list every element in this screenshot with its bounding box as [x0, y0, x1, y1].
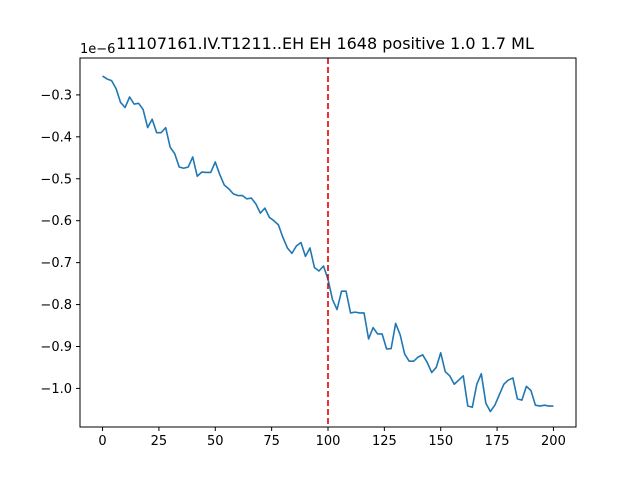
- y-tick-label: −1.0: [40, 382, 72, 397]
- y-offset-label: 1e−6: [80, 42, 115, 57]
- x-tick-label: 75: [263, 434, 280, 449]
- x-tick-label: 100: [316, 434, 341, 449]
- x-tick-label: 175: [485, 434, 510, 449]
- y-tick-label: −0.6: [40, 214, 72, 229]
- chart-title: 11107161.IV.T1211..EH EH 1648 positive 1…: [116, 34, 534, 53]
- y-tick-label: −0.8: [40, 298, 72, 313]
- y-tick-label: −0.5: [40, 172, 72, 187]
- x-tick-label: 125: [372, 434, 397, 449]
- x-tick-label: 200: [541, 434, 566, 449]
- y-tick-label: −0.7: [40, 256, 72, 271]
- x-tick-label: 25: [151, 434, 168, 449]
- x-tick-label: 0: [98, 434, 106, 449]
- plot-area: 0 25 50 75 100 125 150 175 200 −1.0 −0.9 −0.8 −0.7 −0…: [40, 58, 566, 449]
- x-tick-label: 150: [428, 434, 453, 449]
- x-tick-label: 50: [207, 434, 224, 449]
- y-tick-label: −0.4: [40, 130, 72, 145]
- y-tick-label: −0.3: [40, 88, 72, 103]
- axes-frame: [79, 57, 577, 428]
- y-tick-label: −0.9: [40, 340, 72, 355]
